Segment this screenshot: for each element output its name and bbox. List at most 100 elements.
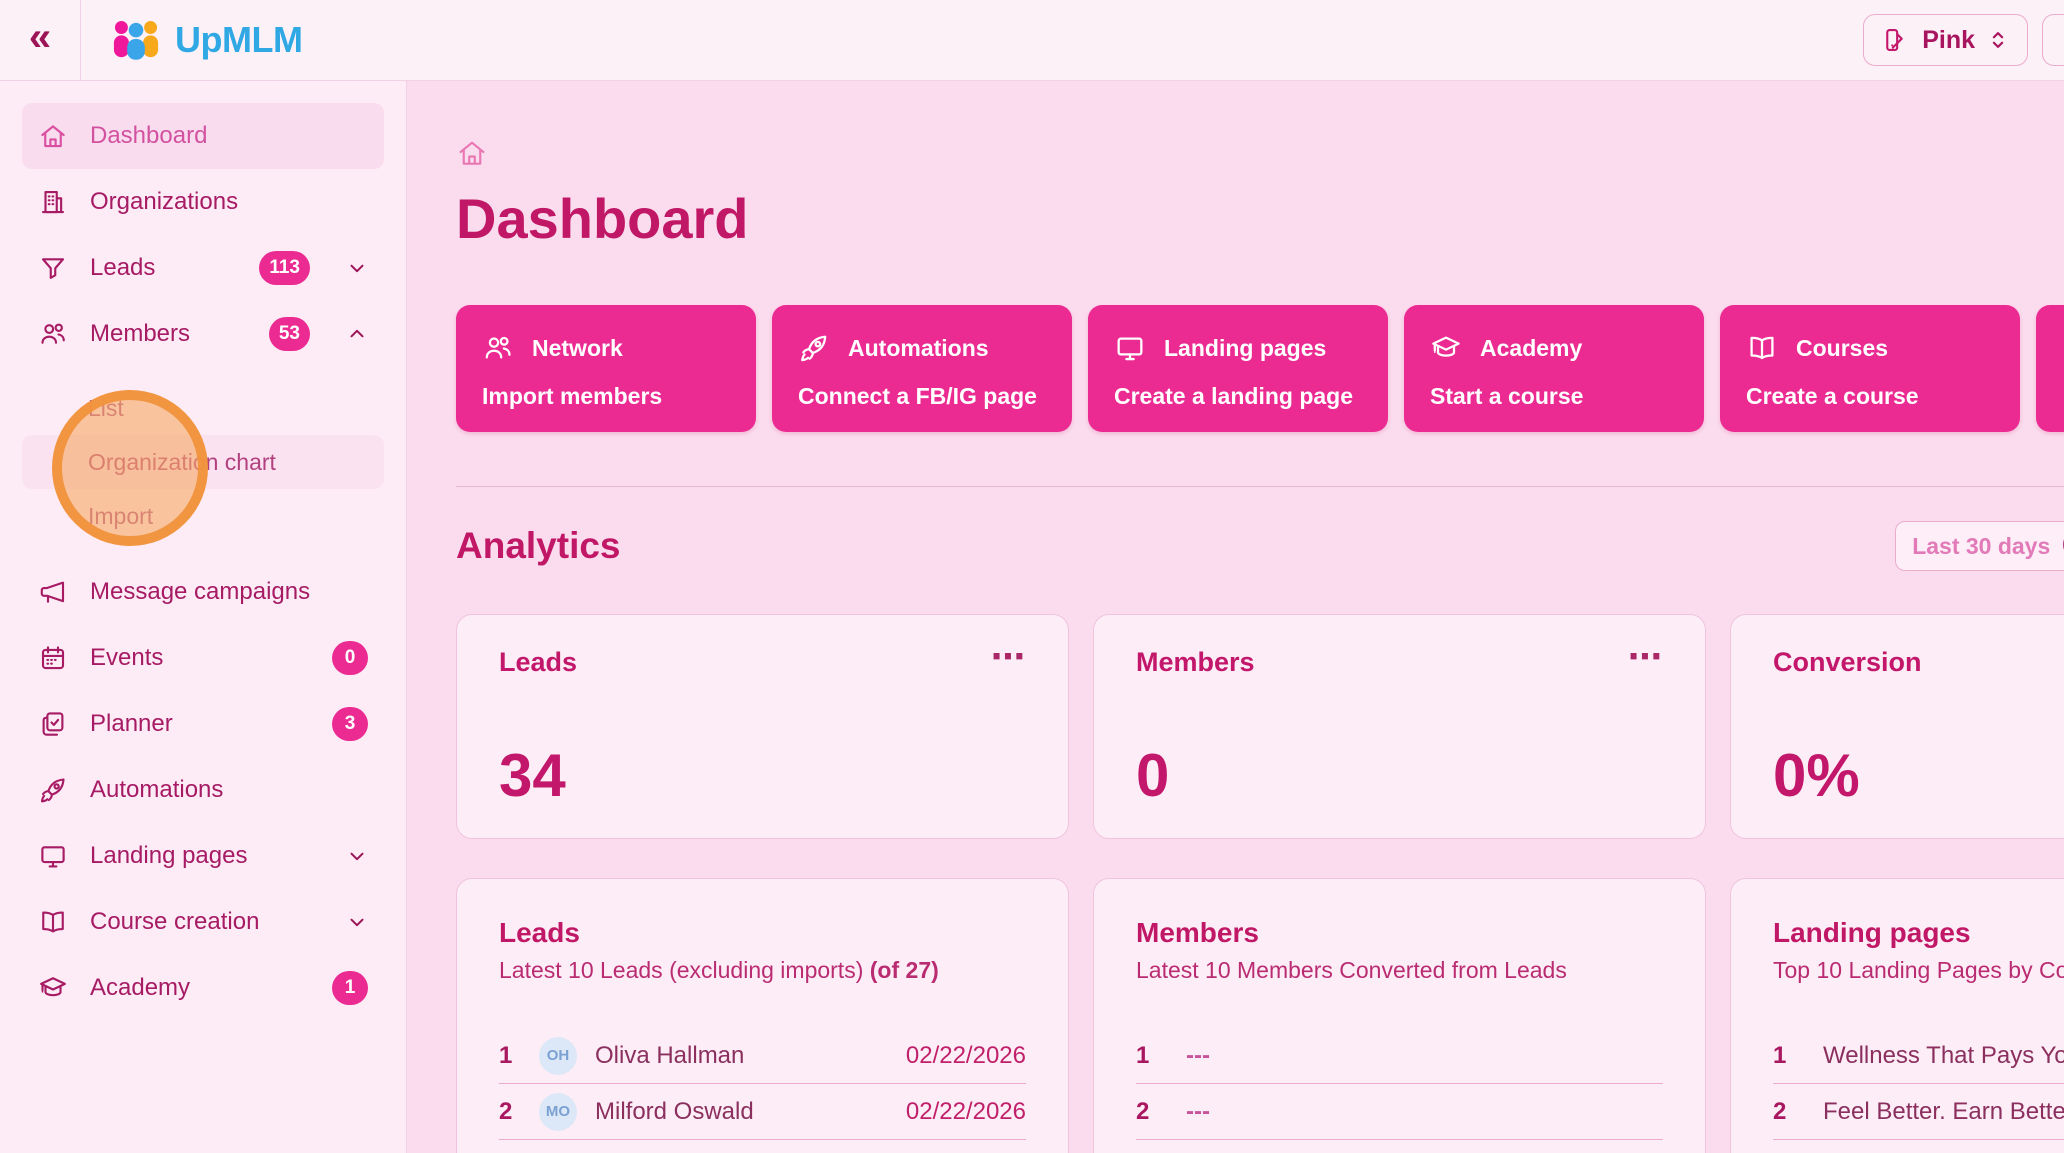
open-book-icon bbox=[38, 907, 68, 937]
quick-action-title: Landing pages bbox=[1164, 334, 1327, 361]
sidebar-item-course-creation[interactable]: Course creation bbox=[22, 889, 384, 955]
lead-date: 02/22/2026 bbox=[905, 1041, 1026, 1069]
sidebar-item-label: Organizations bbox=[90, 188, 239, 215]
main-content: Dashboard Network Import members bbox=[407, 81, 2064, 1153]
brand[interactable]: UpMLM bbox=[111, 18, 303, 62]
stat-value: 0 bbox=[1136, 742, 1170, 809]
sidebar-item-events[interactable]: Events 0 bbox=[22, 625, 384, 691]
quick-action-title: Automations bbox=[848, 334, 989, 361]
sidebar-item-landing-pages[interactable]: Landing pages bbox=[22, 823, 384, 889]
megaphone-icon bbox=[38, 577, 68, 607]
rocket-icon bbox=[798, 332, 830, 364]
quick-action-title: Network bbox=[532, 334, 623, 361]
landing-page-row[interactable]: 2 Feel Better. Earn Better. bbox=[1773, 1084, 2064, 1140]
sidebar-item-planner[interactable]: Planner 3 bbox=[22, 691, 384, 757]
page-title: Dashboard bbox=[456, 187, 749, 250]
sidebar-item-label: Leads bbox=[90, 254, 156, 281]
users-icon bbox=[38, 319, 68, 349]
stat-card-members: Members ⋯ 0 bbox=[1093, 614, 1706, 839]
building-icon bbox=[38, 187, 68, 217]
member-row[interactable]: 2 --- bbox=[1136, 1084, 1663, 1140]
monitor-icon bbox=[38, 841, 68, 871]
planner-count-badge: 3 bbox=[332, 707, 368, 741]
date-range-selector[interactable]: Last 30 days 01/2 bbox=[1895, 521, 2064, 571]
list-subtitle: Top 10 Landing Pages by Convers bbox=[1773, 957, 2064, 983]
analytics-title: Analytics bbox=[456, 525, 621, 566]
sidebar-item-label: Members bbox=[90, 320, 191, 347]
submenu-item-import[interactable]: Import bbox=[22, 489, 384, 543]
sidebar-item-automations[interactable]: Automations bbox=[22, 757, 384, 823]
sidebar-item-organizations[interactable]: Organizations bbox=[22, 169, 384, 235]
quick-action-text: Start a course bbox=[1430, 383, 1584, 409]
members-submenu: List Organization chart Import bbox=[0, 381, 406, 543]
date-range-label: Last 30 days bbox=[1912, 532, 2051, 559]
list-title: Members bbox=[1136, 917, 1259, 948]
list-subtitle: Latest 10 Members Converted from Leads bbox=[1136, 957, 1567, 983]
submenu-item-label: Import bbox=[88, 502, 154, 529]
topbar-partial-button[interactable] bbox=[2042, 14, 2064, 66]
list-card-landing-pages: Landing pages Top 10 Landing Pages by Co… bbox=[1730, 878, 2064, 1153]
graduation-cap-icon bbox=[1430, 332, 1462, 364]
lead-date: 02/22/2026 bbox=[905, 1097, 1026, 1125]
landing-page-name: Feel Better. Earn Better. bbox=[1823, 1097, 2064, 1125]
quick-action-landing-pages[interactable]: Landing pages Create a landing page bbox=[1088, 305, 1388, 432]
ellipsis-menu-icon[interactable]: ⋯ bbox=[991, 638, 1028, 676]
chevron-down-icon bbox=[346, 845, 368, 867]
sidebar-item-members[interactable]: Members 53 bbox=[22, 301, 384, 367]
quick-action-network[interactable]: Network Import members bbox=[456, 305, 756, 432]
theme-label: Pink bbox=[1922, 25, 1975, 54]
double-chevron-left-icon: « bbox=[28, 15, 52, 59]
quick-action-title: Academy bbox=[1480, 334, 1583, 361]
member-row[interactable]: 1 --- bbox=[1136, 1028, 1663, 1084]
quick-action-automations[interactable]: Automations Connect a FB/IG page bbox=[772, 305, 1072, 432]
theme-select[interactable]: Pink bbox=[1863, 14, 2028, 66]
stat-card-leads: Leads ⋯ 34 bbox=[456, 614, 1069, 839]
stat-value: 0% bbox=[1773, 742, 1860, 809]
lead-name: Oliva Hallman bbox=[595, 1041, 745, 1069]
lead-row[interactable]: 1 OH Oliva Hallman 02/22/2026 bbox=[499, 1028, 1026, 1084]
sidebar-item-label: Planner bbox=[90, 710, 173, 737]
graduation-cap-icon bbox=[38, 973, 68, 1003]
sidebar-item-dashboard[interactable]: Dashboard bbox=[22, 103, 384, 169]
landing-page-row[interactable]: 1 Wellness That Pays You Back bbox=[1773, 1028, 2064, 1084]
quick-action-academy[interactable]: Academy Start a course bbox=[1404, 305, 1704, 432]
list-title: Landing pages bbox=[1773, 917, 1971, 948]
chevron-down-icon bbox=[346, 911, 368, 933]
calendar-icon bbox=[38, 643, 68, 673]
stat-title: Members bbox=[1136, 647, 1255, 677]
stat-value: 34 bbox=[499, 742, 566, 809]
leads-count-badge: 113 bbox=[259, 251, 310, 285]
ellipsis-menu-icon[interactable]: ⋯ bbox=[1628, 638, 1665, 676]
topbar: « UpMLM Pink bbox=[0, 0, 2064, 81]
sidebar-item-message-campaigns[interactable]: Message campaigns bbox=[22, 559, 384, 625]
lead-name: Milford Oswald bbox=[595, 1097, 754, 1125]
stat-title: Leads bbox=[499, 647, 578, 677]
clipboard-check-icon bbox=[38, 709, 68, 739]
open-book-icon bbox=[1746, 332, 1778, 364]
breadcrumb-home-icon[interactable] bbox=[456, 137, 490, 169]
quick-action-card-partial[interactable] bbox=[2036, 305, 2064, 432]
quick-actions-row: Network Import members Automations Conne… bbox=[456, 305, 2064, 432]
swatch-icon bbox=[1882, 26, 1910, 54]
submenu-item-list[interactable]: List bbox=[22, 381, 384, 435]
quick-action-text: Create a course bbox=[1746, 383, 1919, 409]
lead-row[interactable]: 2 MO Milford Oswald 02/22/2026 bbox=[499, 1084, 1026, 1140]
sidebar-item-academy[interactable]: Academy 1 bbox=[22, 955, 384, 1021]
empty-value: --- bbox=[1186, 1097, 1210, 1125]
submenu-item-organization-chart[interactable]: Organization chart bbox=[22, 435, 384, 489]
list-card-leads: Leads Latest 10 Leads (excluding imports… bbox=[456, 878, 1069, 1153]
members-count-badge: 53 bbox=[268, 317, 310, 351]
list-card-members: Members Latest 10 Members Converted from… bbox=[1093, 878, 1706, 1153]
avatar: MO bbox=[539, 1092, 577, 1131]
sidebar-item-leads[interactable]: Leads 113 bbox=[22, 235, 384, 301]
sidebar-collapse-button[interactable]: « bbox=[0, 0, 81, 81]
monitor-icon bbox=[1114, 332, 1146, 364]
quick-action-courses[interactable]: Courses Create a course bbox=[1720, 305, 2020, 432]
submenu-item-label: List bbox=[88, 394, 124, 421]
logo-people-icon bbox=[111, 18, 161, 62]
quick-action-text: Connect a FB/IG page bbox=[798, 383, 1037, 409]
sidebar-item-label: Message campaigns bbox=[90, 578, 311, 605]
sidebar-item-label: Course creation bbox=[90, 908, 260, 935]
quick-action-text: Import members bbox=[482, 383, 663, 409]
rocket-icon bbox=[38, 775, 68, 805]
